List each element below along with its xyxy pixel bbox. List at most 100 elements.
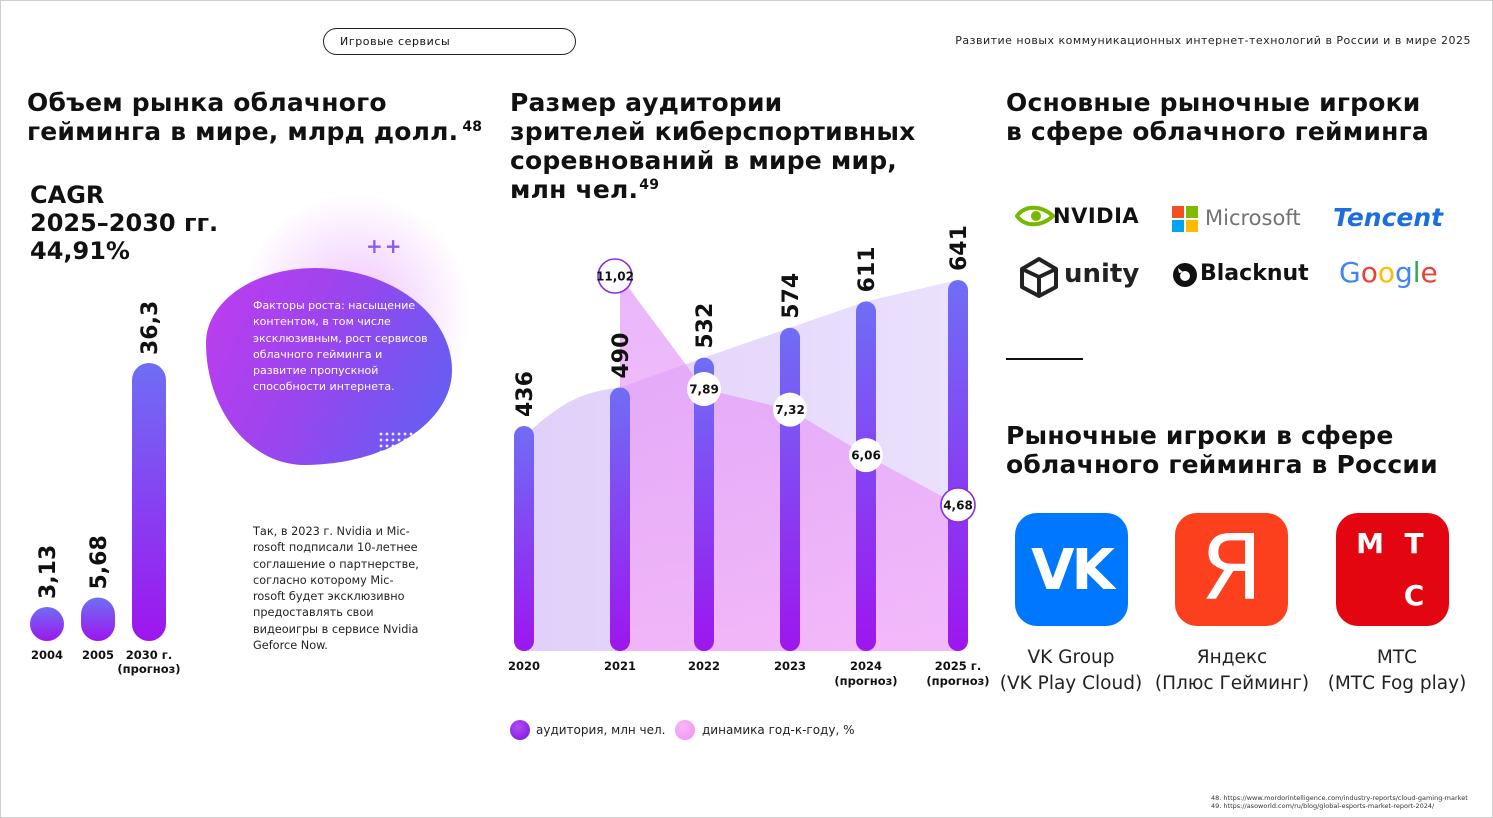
- legend-audience-swatch: [510, 720, 530, 740]
- vk-caption: VK Group (VK Play Cloud): [986, 645, 1156, 697]
- mts-logo-letter: М: [1356, 527, 1384, 560]
- market-volume-title: Объем рынка облачного гейминга в мире, м…: [27, 88, 482, 146]
- audience-category-label: 2025 г.: [935, 659, 981, 673]
- esports-title-line: млн чел.: [510, 175, 639, 204]
- audience-bar-value-label: 611: [855, 246, 880, 292]
- market-bar-value-label: 3,13: [36, 545, 61, 599]
- esports-audience-title: Размер аудитории зрителей киберспортивны…: [510, 88, 915, 204]
- cagr-label: CAGR: [30, 181, 105, 209]
- dynamics-marker: [687, 372, 721, 407]
- russia-players-title: Рыночные игроки в сфере облачного геймин…: [1006, 421, 1438, 479]
- global-players-title-line: в сфере облачного гейминга: [1006, 117, 1429, 146]
- note-line: соглашение о партнерстве,: [253, 557, 419, 571]
- unity-wordmark: unity: [1064, 259, 1140, 289]
- growth-factors-text: Факторы роста: насыщение контентом, в то…: [253, 299, 428, 394]
- google-letter: G: [1339, 256, 1361, 289]
- dot-grid-decor: [378, 431, 430, 457]
- section-tag-label: Игровые сервисы: [340, 35, 451, 48]
- dynamics-marker: [597, 258, 633, 294]
- cagr-period: 2025–2030 гг.: [30, 209, 219, 237]
- dynamics-marker: [773, 392, 807, 427]
- google-letter: o: [1360, 256, 1378, 289]
- market-category-label: 2005: [82, 648, 114, 662]
- vk-logo-icon: VK: [1031, 538, 1115, 603]
- audience-category-label: (прогноз): [926, 674, 989, 688]
- market-volume-title-line: Объем рынка облачного: [27, 88, 387, 117]
- market-bar: [132, 363, 166, 641]
- nvidia-wordmark: NVIDIA: [1053, 204, 1140, 228]
- microsoft-wordmark: Microsoft: [1205, 206, 1301, 230]
- market-category-label: 2004: [31, 648, 63, 662]
- dynamics-value-label: 7,32: [775, 403, 805, 417]
- mts-caption-name: МТС: [1376, 647, 1418, 668]
- audience-bar-value-label: 490: [609, 333, 634, 379]
- dynamics-marker: [940, 487, 976, 523]
- logo-google[interactable]: Google: [1339, 256, 1438, 289]
- audience-bar: [694, 357, 714, 651]
- audience-bar-value-label: 574: [779, 273, 804, 319]
- mts-caption: МТС (МТС Fog play): [1312, 645, 1482, 697]
- audience-bar-value-label: 436: [513, 371, 538, 417]
- plus-decor-icon: ++: [366, 234, 404, 258]
- yandex-logo-icon: Я: [1200, 516, 1263, 621]
- russia-players-title-line: Рыночные игроки в сфере: [1006, 421, 1394, 450]
- dynamics-value-label: 11,02: [596, 270, 634, 284]
- audience-category-label: 2023: [774, 659, 806, 673]
- russia-players-title-line: облачного гейминга в России: [1006, 450, 1438, 479]
- blacknut-icon: [1173, 263, 1197, 287]
- market-bar-value-label: 5,68: [87, 535, 112, 589]
- audience-bar: [780, 327, 800, 651]
- legend-dynamics-label: динамика год-к-году, %: [702, 723, 855, 737]
- footnotes: 48. https://www.mordorintelligence.com/i…: [1211, 794, 1468, 810]
- market-category-label: 2030 г.: [126, 648, 172, 662]
- esports-title-line: соревнований в мире мир,: [510, 146, 897, 175]
- note-line: видеоигры в сервисе Nvidia: [253, 622, 419, 636]
- audience-category-label: 2024: [850, 659, 882, 673]
- unity-cube-icon: [1020, 257, 1058, 298]
- note-line: Geforce Now.: [253, 639, 328, 653]
- google-letter: o: [1377, 256, 1395, 289]
- yandex-caption-service: (Плюс Гейминг): [1154, 673, 1310, 694]
- google-letter: g: [1394, 256, 1413, 289]
- footnote-48[interactable]: 48. https://www.mordorintelligence.com/i…: [1211, 794, 1468, 802]
- logo-tencent[interactable]: Tencent: [1333, 203, 1444, 232]
- footnote-ref-49[interactable]: 49: [639, 176, 660, 193]
- legend-audience-label: аудитория, млн чел.: [536, 723, 666, 737]
- market-bar: [30, 607, 64, 641]
- note-line: rosoft будет эксклюзивно: [253, 590, 405, 604]
- global-players-title: Основные рыночные игроки в сфере облачно…: [1006, 88, 1429, 146]
- audience-bar: [856, 301, 876, 651]
- note-line: Так, в 2023 г. Nvidia и Mic-: [253, 525, 410, 538]
- audience-bar: [610, 387, 630, 651]
- vk-logo-tile[interactable]: VK: [1015, 513, 1128, 626]
- audience-bar-value-label: 641: [947, 225, 972, 271]
- footnote-49[interactable]: 49. https://asoworld.com/ru/blog/global-…: [1211, 802, 1435, 810]
- note-line: согласно которому Mic-: [253, 573, 394, 587]
- esports-title-line: Размер аудитории: [510, 88, 783, 117]
- audience-bar: [514, 426, 534, 651]
- audience-bar-value-label: 532: [693, 303, 718, 349]
- google-letter: l: [1412, 256, 1421, 289]
- market-category-label: (прогноз): [117, 662, 180, 676]
- note-line: предоставлять свои: [253, 606, 374, 620]
- market-bar: [81, 597, 115, 641]
- esports-title-line: зрителей киберспортивных: [510, 117, 916, 146]
- dynamics-value-label: 6,06: [851, 449, 881, 463]
- blacknut-wordmark: Blacknut: [1200, 261, 1309, 286]
- cagr-value: 44,91%: [30, 237, 130, 265]
- yandex-caption: Яндекс (Плюс Гейминг): [1147, 645, 1317, 697]
- mts-caption-service: (МТС Fog play): [1327, 673, 1467, 694]
- vk-caption-service: (VK Play Cloud): [999, 673, 1143, 694]
- nvidia-eye-icon: [1015, 205, 1055, 227]
- footnote-ref-48[interactable]: 48: [462, 118, 483, 135]
- yandex-logo-tile[interactable]: Я: [1175, 513, 1288, 626]
- cagr-block: CAGR 2025–2030 гг. 44,91%: [30, 181, 218, 265]
- mts-logo-letter: С: [1403, 579, 1425, 612]
- dynamics-value-label: 4,68: [943, 499, 973, 513]
- audience-category-label: 2022: [688, 659, 720, 673]
- section-tag[interactable]: Игровые сервисы: [323, 28, 576, 55]
- audience-bar: [948, 280, 968, 651]
- partnership-note: Так, в 2023 г. Nvidia и Mic- rosoft подп…: [253, 524, 423, 654]
- document-title: Развитие новых коммуникационных интернет…: [955, 34, 1471, 47]
